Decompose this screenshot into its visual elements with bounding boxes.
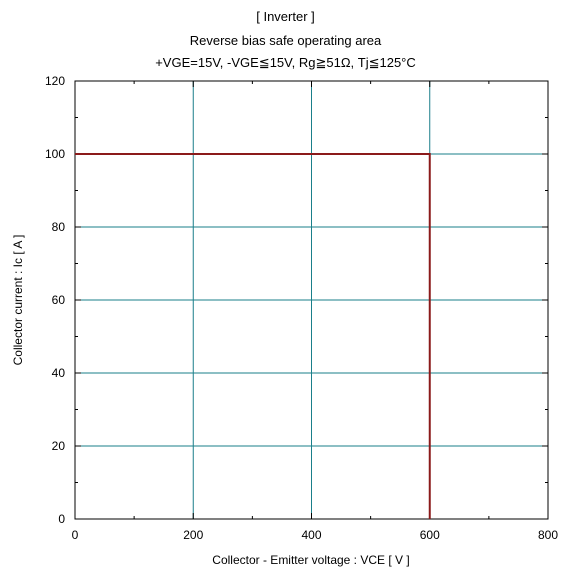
grid	[75, 81, 548, 519]
y-tick-labels: 0 20 40 60 80 100 120	[45, 74, 65, 526]
y-tick-label: 60	[52, 293, 66, 307]
y-tick-label: 40	[52, 366, 66, 380]
series-group	[75, 153, 431, 519]
rbsoa-boundary-line	[75, 153, 431, 519]
y-tick-label: 0	[58, 512, 65, 526]
y-tick-label: 20	[52, 439, 66, 453]
x-tick-label: 400	[301, 528, 321, 542]
x-tick-label: 0	[72, 528, 79, 542]
chart-title: [ Inverter ]	[256, 9, 315, 24]
x-tick-labels: 0 200 400 600 800	[72, 528, 559, 542]
x-tick-label: 600	[420, 528, 440, 542]
x-tick-label: 800	[538, 528, 558, 542]
y-tick-label: 80	[52, 220, 66, 234]
y-axis-label: Collector current : Ic [ A ]	[11, 235, 25, 366]
x-axis-label: Collector - Emitter voltage : VCE [ V ]	[212, 553, 409, 567]
x-tick-label: 200	[183, 528, 203, 542]
chart-conditions: +VGE=15V, -VGE≦15V, Rg≧51Ω, Tj≦125°C	[155, 55, 416, 70]
axis-ticks	[74, 80, 549, 520]
chart-subtitle: Reverse bias safe operating area	[189, 33, 382, 48]
y-tick-label: 120	[45, 74, 65, 88]
y-tick-label: 100	[45, 147, 65, 161]
